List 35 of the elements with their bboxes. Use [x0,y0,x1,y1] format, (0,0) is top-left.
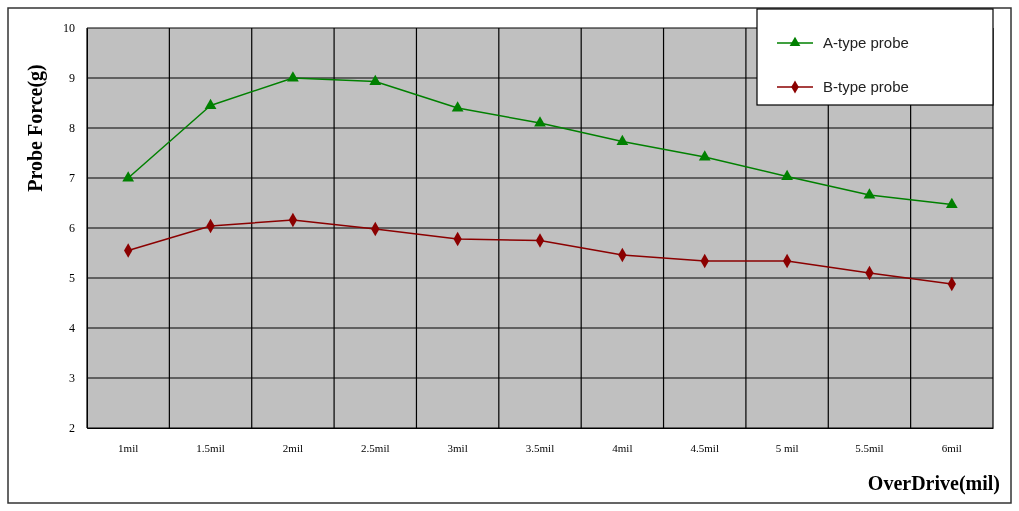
y-tick-label: 7 [69,171,75,186]
x-tick-label: 2mil [282,441,303,454]
y-tick-label: 2 [69,421,75,436]
y-tick-label: 10 [63,21,75,36]
x-tick-label: 1mil [118,441,139,454]
x-axis-title: OverDrive(mil) [867,472,1000,495]
x-tick-label: 5 mil [775,441,799,454]
y-axis-title: Probe Force(g) [24,64,47,192]
x-tick-label: 3.5mil [525,441,555,454]
y-tick-label: 5 [69,271,75,286]
x-tick-label: 6mil [941,441,962,454]
point [945,197,958,208]
point [698,150,711,161]
point [369,74,382,85]
x-tick-label: 5.5mil [855,441,884,454]
x-tick-label: 4.5mil [690,441,719,454]
y-tick-label: 8 [69,121,75,136]
y-tick-label: 4 [69,321,75,336]
y-tick-label: 3 [69,371,75,386]
x-tick-label: 2.5mil [361,441,390,454]
y-tick-label: 9 [69,71,75,86]
legend-label: B-type probe [823,78,909,95]
x-tick-label: 3mil [447,441,468,454]
point [863,188,876,199]
point [781,169,793,180]
legend-label: A-type probe [823,34,909,51]
point [451,101,464,112]
point [122,171,135,182]
x-tick-label: 4mil [612,441,633,454]
y-tick-label: 6 [69,221,75,236]
point [534,116,546,127]
point [616,134,629,145]
x-tick-label: 1.5mil [196,441,225,454]
point [287,71,299,82]
point [204,98,217,109]
